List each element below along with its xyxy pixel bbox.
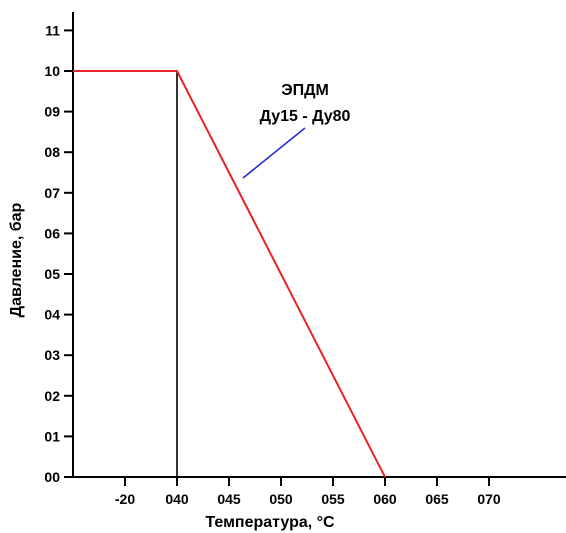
x-axis: -20 040 045 050 055 060 065 070: [73, 476, 566, 507]
annotation-leader-line: [242, 127, 306, 179]
annotation-line2: Ду15 - Ду80: [260, 108, 351, 125]
x-tick-label: -20: [115, 491, 135, 507]
y-tick-label: 06: [44, 225, 60, 241]
x-tick-label: 065: [425, 491, 449, 507]
y-tick-label: 02: [44, 388, 60, 404]
x-tick-label: 060: [373, 491, 397, 507]
annotation-line1: ЭПДМ: [281, 82, 329, 99]
y-tick-label: 04: [44, 307, 60, 323]
y-tick-label: 00: [44, 469, 60, 485]
x-axis-title: Температура, °C: [205, 514, 335, 531]
x-tick-label: 070: [477, 491, 501, 507]
y-tick-label: 05: [44, 266, 60, 282]
y-tick-label: 09: [44, 104, 60, 120]
x-tick-label: 055: [321, 491, 345, 507]
y-tick-label: 03: [44, 347, 60, 363]
y-tick-label: 08: [44, 144, 60, 160]
x-tick-label: 045: [217, 491, 241, 507]
series-line-epdm: [73, 70, 386, 478]
y-tick-label: 01: [44, 428, 60, 444]
y-axis-title: Давление, бар: [8, 202, 25, 317]
y-tick-label: 10: [44, 63, 60, 79]
x-tick-label: 050: [269, 491, 293, 507]
y-axis: 00 01 02 03 04 05 06 07 08 09 10 11: [44, 12, 74, 485]
y-tick-label: 11: [45, 22, 60, 38]
y-tick-label: 07: [44, 185, 60, 201]
x-tick-label: 040: [165, 491, 189, 507]
